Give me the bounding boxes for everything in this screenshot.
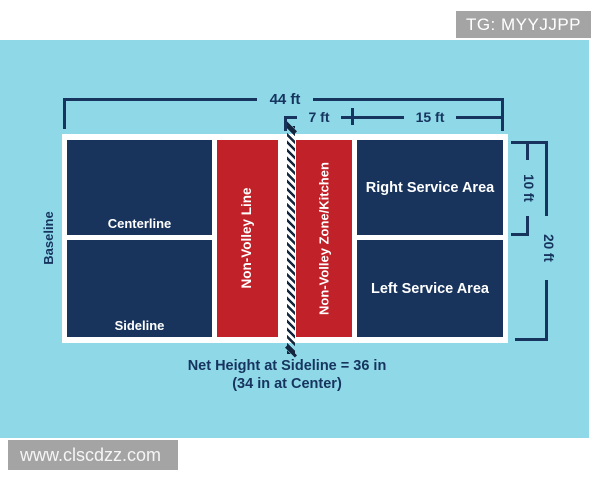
sideline-label: Sideline bbox=[114, 318, 165, 333]
non-volley-line-label: Non-Volley Line bbox=[239, 187, 254, 289]
net-line bbox=[287, 126, 295, 354]
dimension-line-7-15ft bbox=[284, 116, 504, 119]
non-volley-zone-label: Non-Volley Zone/Kitchen bbox=[316, 162, 332, 315]
dimension-44ft-tick-left bbox=[63, 98, 66, 129]
dimension-10ft-tick-bottom bbox=[511, 233, 529, 236]
net-height-line1: Net Height at Sideline = 36 in bbox=[187, 358, 387, 374]
non-volley-zone-right bbox=[296, 140, 352, 337]
right-service-label: Right Service Area bbox=[365, 179, 495, 196]
zone-left-bottom: Sideline bbox=[67, 240, 212, 337]
watermark: www.clscdzz.com bbox=[8, 440, 178, 470]
dimension-right-tick-top bbox=[511, 141, 548, 144]
non-volley-zone-left bbox=[217, 140, 278, 337]
dimension-7ft-tick-left bbox=[284, 116, 287, 131]
net-height-caption: Net Height at Sideline = 36 in (34 in at… bbox=[107, 357, 467, 393]
left-service-area: Left Service Area bbox=[357, 240, 503, 337]
dimension-10ft-label: 10 ft bbox=[520, 160, 536, 216]
right-service-area: Right Service Area bbox=[357, 140, 503, 235]
dimension-44ft-tick-right bbox=[501, 98, 504, 131]
baseline-label: Baseline bbox=[41, 211, 56, 265]
dimension-7-15ft-divider-tick bbox=[351, 108, 354, 125]
dimension-15ft-label: 15 ft bbox=[404, 108, 456, 126]
net-height-line2: (34 in at Center) bbox=[232, 376, 342, 392]
left-service-label: Left Service Area bbox=[371, 280, 489, 297]
dimension-7ft-label: 7 ft bbox=[297, 108, 341, 126]
centerline-label: Centerline bbox=[107, 216, 172, 231]
dimension-44ft-label: 44 ft bbox=[257, 90, 313, 109]
dimension-20ft-label: 20 ft bbox=[540, 216, 556, 280]
dimension-20ft-tick-bottom bbox=[515, 338, 548, 341]
tag-badge: TG: MYYJJPP bbox=[456, 11, 591, 38]
zone-left-top: Centerline bbox=[67, 140, 212, 235]
